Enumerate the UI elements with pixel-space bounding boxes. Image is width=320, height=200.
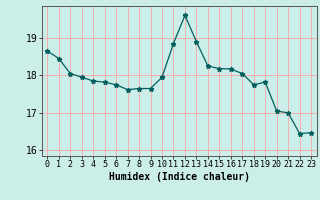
X-axis label: Humidex (Indice chaleur): Humidex (Indice chaleur) <box>109 172 250 182</box>
